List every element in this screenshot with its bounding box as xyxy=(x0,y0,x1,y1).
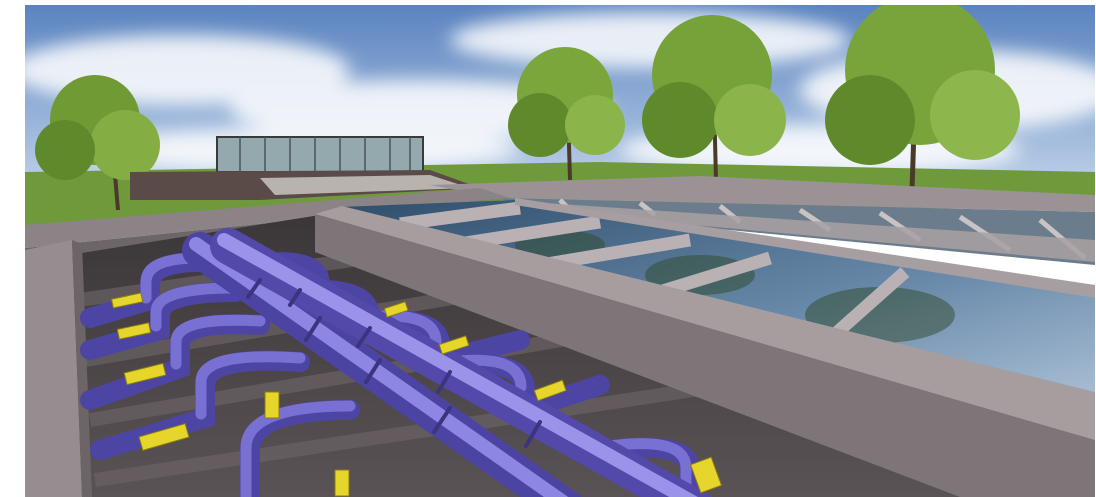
valve xyxy=(383,301,409,318)
tree xyxy=(508,47,625,181)
rear-beam xyxy=(515,198,1095,298)
pipes xyxy=(80,228,713,497)
pipe-flanges xyxy=(246,278,542,448)
valve xyxy=(334,469,350,497)
terrace xyxy=(260,175,470,195)
foliage xyxy=(35,120,95,180)
branch-highlight xyxy=(454,354,527,393)
cloud xyxy=(450,12,850,68)
valve xyxy=(689,456,723,494)
valve xyxy=(533,379,567,402)
foliage xyxy=(565,95,625,155)
beam-top xyxy=(315,206,1095,440)
valve xyxy=(123,362,167,386)
foliage xyxy=(642,82,718,158)
beam-face xyxy=(315,214,1095,497)
tree xyxy=(642,15,786,181)
valve xyxy=(438,335,470,355)
left-wall xyxy=(25,240,82,497)
left-wall-edge xyxy=(72,240,92,497)
main-pipe-highlight xyxy=(217,233,698,497)
valve xyxy=(138,423,190,451)
far-railing-beam xyxy=(500,200,1095,262)
crossbeams xyxy=(399,201,910,357)
foliage xyxy=(714,84,786,156)
valve xyxy=(110,292,144,309)
foliage xyxy=(825,75,915,165)
glass-wall xyxy=(216,136,424,173)
branch-highlight xyxy=(150,282,241,332)
image xyxy=(25,5,1095,497)
branch-highlight xyxy=(604,438,692,497)
branch-highlight xyxy=(170,314,266,370)
foliage xyxy=(90,110,160,180)
tree xyxy=(825,5,1020,191)
valve xyxy=(116,322,152,340)
main-pipe-highlight xyxy=(189,237,569,497)
back-wall-top xyxy=(25,188,510,248)
valve xyxy=(264,391,280,419)
branch-highlight xyxy=(195,351,306,420)
tree xyxy=(35,75,160,211)
mullions xyxy=(239,137,411,172)
foliage xyxy=(508,93,572,157)
foliage xyxy=(930,70,1020,160)
far-wall xyxy=(430,176,1095,212)
glass-building xyxy=(130,136,480,200)
valves xyxy=(110,292,723,497)
